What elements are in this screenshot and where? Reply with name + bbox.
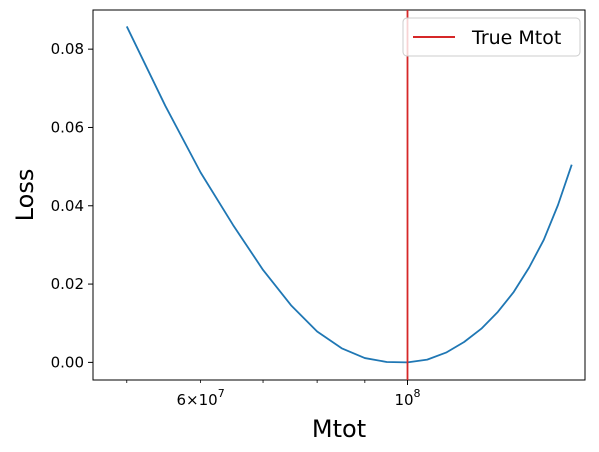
plot-frame [92,9,586,381]
x-tick-label-minor: 6×107 [177,387,225,409]
y-tick-label: 0.08 [51,40,84,58]
y-axis-label: Loss [11,169,39,222]
x-axis-label: Mtot [312,415,366,443]
y-tick-label: 0.06 [51,118,84,136]
legend-box [402,17,581,57]
x-tick-label-major: 108 [394,387,420,409]
plot-area: 6×107 108 0.00 0.02 0.04 0.06 0.08 [51,9,586,409]
y-tick-label: 0.02 [51,275,84,293]
x-axis-ticks: 6×107 108 [126,380,421,409]
series-layer [125,26,573,364]
legend: True Mtot [402,17,581,57]
legend-label-true-mtot: True Mtot [471,27,561,49]
y-tick-label: 0.00 [51,353,84,371]
loss-curve [125,26,573,364]
y-tick-label: 0.04 [51,197,84,215]
y-axis-ticks: 0.00 0.02 0.04 0.06 0.08 [51,40,93,371]
